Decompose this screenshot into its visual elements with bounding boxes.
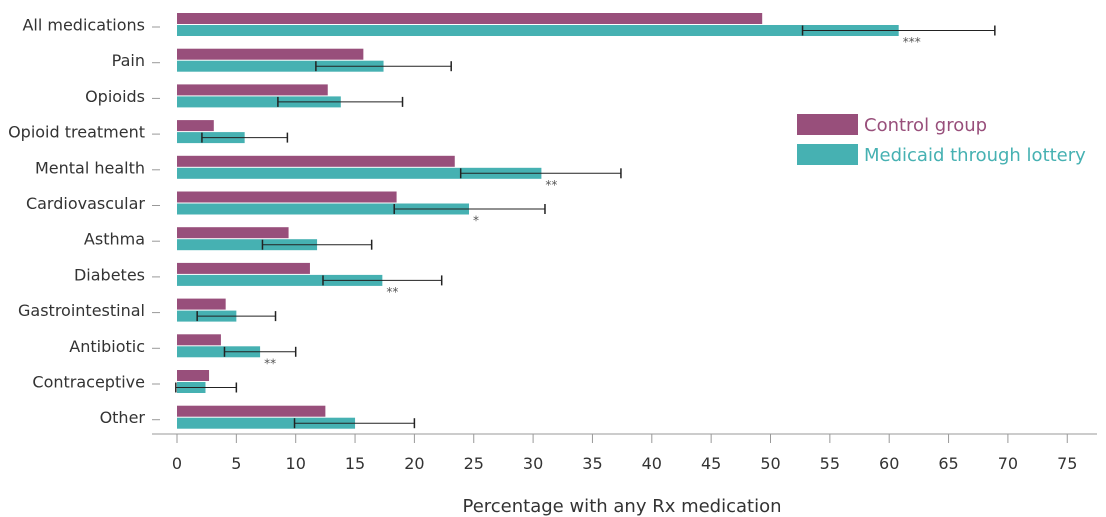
legend-swatch-control-group	[797, 114, 858, 135]
category-label-all-medications: All medications	[22, 16, 145, 35]
x-tick-label-60: 60	[879, 454, 899, 473]
category-label-other: Other	[100, 408, 146, 427]
x-tick-label-50: 50	[760, 454, 780, 473]
bar-control-opioids	[177, 84, 328, 96]
bar-control-gastrointestinal	[177, 298, 226, 310]
x-axis-title: Percentage with any Rx medication	[462, 496, 781, 517]
bar-control-cardiovascular	[177, 191, 397, 203]
bar-control-opioid-treatment	[177, 120, 214, 132]
x-tick-label-55: 55	[820, 454, 840, 473]
bar-control-diabetes	[177, 262, 310, 274]
bar-control-mental-health	[177, 155, 455, 167]
bar-control-asthma	[177, 227, 289, 239]
category-label-pain: Pain	[112, 51, 145, 70]
bar-control-other	[177, 405, 326, 417]
error-bar-cardiovascular	[393, 204, 546, 214]
x-tick-label-65: 65	[938, 454, 958, 473]
bar-control-contraceptive	[177, 370, 210, 381]
significance-cardiovascular: *	[473, 214, 479, 228]
category-label-asthma: Asthma	[84, 230, 145, 249]
bar-medicaid-diabetes	[177, 274, 383, 286]
legend-swatch-medicaid-through-lottery	[797, 144, 858, 165]
error-bar-opioids	[277, 96, 404, 107]
category-label-diabetes: Diabetes	[74, 265, 145, 284]
bar-medicaid-other	[177, 417, 356, 429]
bar-control-pain	[177, 48, 364, 60]
bar-control-all-medications	[177, 13, 763, 24]
category-label-opioid-treatment: Opioid treatment	[8, 123, 145, 142]
significance-all-medications: ***	[903, 35, 921, 49]
legend-label-control-group: Control group	[864, 115, 987, 136]
significance-mental-health: **	[545, 178, 557, 192]
error-bar-other	[293, 418, 416, 429]
category-label-gastrointestinal: Gastrointestinal	[18, 301, 145, 320]
error-bar-pain	[315, 61, 452, 72]
bar-medicaid-asthma	[177, 239, 318, 251]
category-labels: All medications Pain Opioids Opioid treatme…	[8, 16, 160, 427]
significance-antibiotic: **	[264, 356, 276, 370]
error-bar-all-medications	[801, 25, 996, 36]
error-bar-diabetes	[322, 275, 443, 286]
x-tick-label-35: 35	[582, 454, 602, 473]
error-bar-gastrointestinal	[196, 311, 277, 322]
x-tick-label-0: 0	[172, 454, 182, 473]
error-bar-asthma	[261, 239, 373, 250]
x-tick-label-40: 40	[642, 454, 662, 473]
error-bar-opioid-treatment	[201, 132, 289, 143]
legend: Control group Medicaid through lottery	[797, 114, 1086, 166]
x-tick-label-25: 25	[464, 454, 484, 473]
error-bar-contraceptive	[175, 382, 238, 393]
x-tick-label-75: 75	[1057, 454, 1077, 473]
bar-medicaid-antibiotic	[177, 346, 261, 358]
bar-medicaid-all-medications	[177, 25, 899, 36]
x-tick-label-30: 30	[523, 454, 543, 473]
bars-layer: **********	[175, 13, 996, 429]
category-label-opioids: Opioids	[85, 87, 145, 106]
category-label-antibiotic: Antibiotic	[69, 337, 145, 356]
legend-label-medicaid-through-lottery: Medicaid through lottery	[864, 145, 1086, 166]
bar-medicaid-opioids	[177, 96, 341, 108]
category-label-contraceptive: Contraceptive	[32, 373, 145, 392]
bar-medicaid-cardiovascular	[177, 203, 470, 215]
x-tick-label-20: 20	[404, 454, 424, 473]
category-label-mental-health: Mental health	[35, 158, 145, 177]
significance-diabetes: **	[386, 285, 398, 299]
bar-medicaid-pain	[177, 60, 384, 72]
x-tick-label-15: 15	[345, 454, 365, 473]
bar-control-antibiotic	[177, 334, 221, 346]
category-label-cardiovascular: Cardiovascular	[26, 194, 145, 213]
x-tick-label-10: 10	[286, 454, 306, 473]
bar-medicaid-mental-health	[177, 167, 542, 179]
x-tick-label-45: 45	[701, 454, 721, 473]
error-bar-mental-health	[459, 168, 622, 179]
x-axis: 0 5 10 15 20 25 30 35 40 45 50 55 60 65 70 75	[152, 433, 1097, 473]
x-tick-label-70: 70	[998, 454, 1018, 473]
x-tick-label-5: 5	[231, 454, 241, 473]
error-bar-antibiotic	[223, 346, 297, 357]
